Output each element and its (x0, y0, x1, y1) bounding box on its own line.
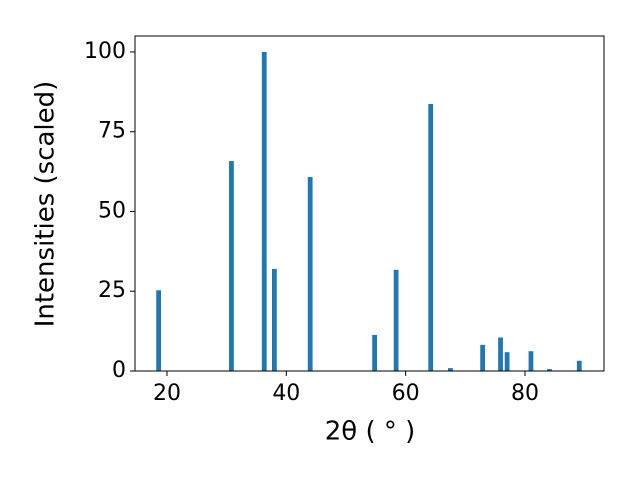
bar (372, 334, 378, 371)
bar (307, 177, 313, 371)
y-tick-label: 75 (98, 119, 126, 144)
bar (393, 269, 399, 371)
bar (504, 352, 510, 371)
x-tick-label: 60 (392, 381, 420, 406)
y-tick-label: 50 (98, 198, 126, 223)
y-tick-label: 25 (98, 278, 126, 303)
bar (448, 368, 453, 371)
y-tick-label: 100 (84, 39, 126, 64)
bar (576, 360, 582, 371)
x-tick-label: 20 (153, 381, 181, 406)
x-tick-label: 40 (272, 381, 300, 406)
bar (156, 290, 162, 371)
bar (261, 51, 267, 371)
y-axis-label: Intensities (scaled) (31, 81, 61, 328)
plot-frame (134, 35, 605, 372)
x-tick-label: 80 (511, 381, 539, 406)
bar (272, 268, 277, 371)
bar (428, 103, 434, 371)
y-tick-label: 0 (112, 358, 126, 383)
bar (229, 161, 234, 371)
bar (547, 369, 552, 371)
bar (498, 337, 503, 371)
x-axis-label: 2θ ( ° ) (325, 417, 416, 447)
bar (480, 344, 486, 371)
bar (528, 351, 534, 371)
